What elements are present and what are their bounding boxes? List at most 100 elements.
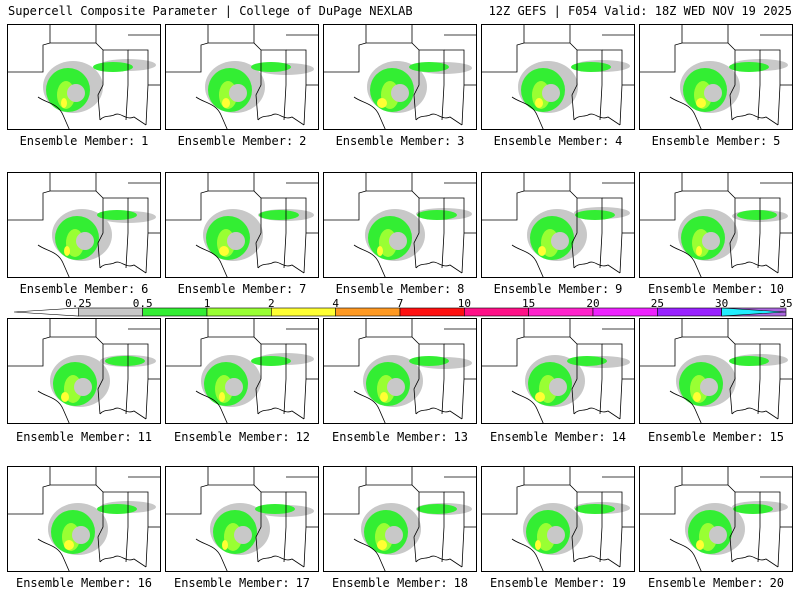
ensemble-member-panel (639, 318, 793, 424)
scp-map (166, 25, 318, 129)
colorbar-swatch (464, 307, 529, 317)
colorbar-tick-label: 20 (586, 297, 600, 310)
member-number: 17 (295, 576, 311, 590)
state-border (573, 407, 621, 420)
colorbar-tick-label: 0.5 (132, 297, 153, 310)
ensemble-member-panel (481, 466, 635, 572)
member-label-prefix: Ensemble Member: (651, 134, 768, 148)
state-border (482, 336, 525, 367)
state-border (727, 484, 736, 563)
scp-contour-green (255, 504, 295, 514)
ensemble-member-panel (481, 318, 635, 424)
scp-contour-yellow (222, 98, 230, 108)
member-number: 13 (453, 430, 469, 444)
member-label-prefix: Ensemble Member: (489, 576, 606, 590)
state-border (128, 343, 149, 420)
scp-map (482, 467, 634, 571)
state-border (760, 197, 781, 274)
scp-map (166, 173, 318, 277)
state-border (95, 484, 104, 563)
member-number: 8 (457, 282, 465, 296)
ensemble-member-label: Ensemble Member: 10 (637, 282, 795, 296)
state-border (569, 336, 578, 415)
state-border (482, 190, 525, 221)
state-border (166, 42, 209, 73)
member-number: 20 (769, 576, 785, 590)
scp-map (166, 467, 318, 571)
state-border (103, 197, 129, 269)
scp-contour-green (259, 210, 299, 220)
ensemble-member-label: Ensemble Member: 3 (321, 134, 479, 148)
state-border (727, 190, 736, 269)
state-border (37, 96, 70, 129)
state-border (253, 190, 262, 269)
scp-contour-light (75, 231, 95, 251)
scp-contour-light (391, 84, 409, 102)
member-number: 1 (141, 134, 149, 148)
state-border (523, 173, 571, 192)
state-border (511, 390, 544, 423)
state-border (195, 538, 228, 571)
member-label-prefix: Ensemble Member: (177, 282, 294, 296)
scp-contour-yellow (535, 392, 545, 402)
scp-contour-light (73, 377, 93, 397)
ensemble-member-label: Ensemble Member: 18 (321, 576, 479, 590)
scp-contour-yellow (377, 98, 387, 108)
state-border (669, 390, 702, 423)
colorbar-tick-label: 15 (522, 297, 536, 310)
state-border (365, 25, 413, 44)
scp-contour-green (575, 504, 615, 514)
state-border (261, 491, 287, 563)
member-label-prefix: Ensemble Member: (15, 576, 132, 590)
member-label-prefix: Ensemble Member: (335, 134, 452, 148)
state-border (602, 491, 623, 568)
state-border (577, 491, 603, 563)
ensemble-member-label: Ensemble Member: 8 (321, 282, 479, 296)
scp-contour-light (229, 84, 247, 102)
colorbar-swatch (592, 307, 658, 317)
state-border (444, 491, 465, 568)
state-border (353, 390, 386, 423)
state-border (207, 25, 255, 44)
scp-contour-green (93, 62, 133, 72)
state-border (760, 343, 781, 420)
scp-contour-yellow (377, 540, 387, 550)
state-border (669, 538, 702, 571)
state-border (735, 49, 761, 121)
state-border (195, 390, 228, 423)
ensemble-member-label: Ensemble Member: 13 (321, 430, 479, 444)
state-border (681, 467, 729, 486)
state-border (261, 49, 287, 121)
member-label-prefix: Ensemble Member: (173, 576, 290, 590)
colorbar-tick-label: 0.25 (65, 297, 92, 310)
state-border (731, 555, 779, 568)
scp-contour-green (417, 504, 457, 514)
scp-contour-yellow (535, 540, 541, 550)
scp-contour-green (409, 62, 449, 72)
member-number: 4 (615, 134, 623, 148)
state-border (444, 49, 465, 126)
state-border (207, 467, 255, 486)
colorbar-tick-label: 7 (396, 297, 404, 310)
scp-contour-yellow (696, 540, 704, 550)
scp-contour-green (251, 62, 291, 72)
colorbar-tick-label: 25 (650, 297, 664, 310)
scp-map (166, 319, 318, 423)
state-border (49, 173, 97, 192)
state-border (569, 484, 578, 563)
scp-contour-light (702, 232, 720, 250)
scp-contour-yellow (377, 246, 383, 256)
member-label-prefix: Ensemble Member: (489, 430, 606, 444)
ensemble-member-label: Ensemble Member: 4 (479, 134, 637, 148)
scp-map (324, 173, 476, 277)
ensemble-member-label: Ensemble Member: 7 (163, 282, 321, 296)
ensemble-member-label: Ensemble Member: 16 (5, 576, 163, 590)
state-border (49, 25, 97, 44)
state-border (99, 113, 147, 126)
state-border (415, 555, 463, 568)
ensemble-member-label: Ensemble Member: 11 (5, 430, 163, 444)
state-border (640, 484, 683, 515)
scp-contour-light (547, 526, 565, 544)
state-border (261, 197, 287, 269)
scp-contour-light (704, 84, 722, 102)
